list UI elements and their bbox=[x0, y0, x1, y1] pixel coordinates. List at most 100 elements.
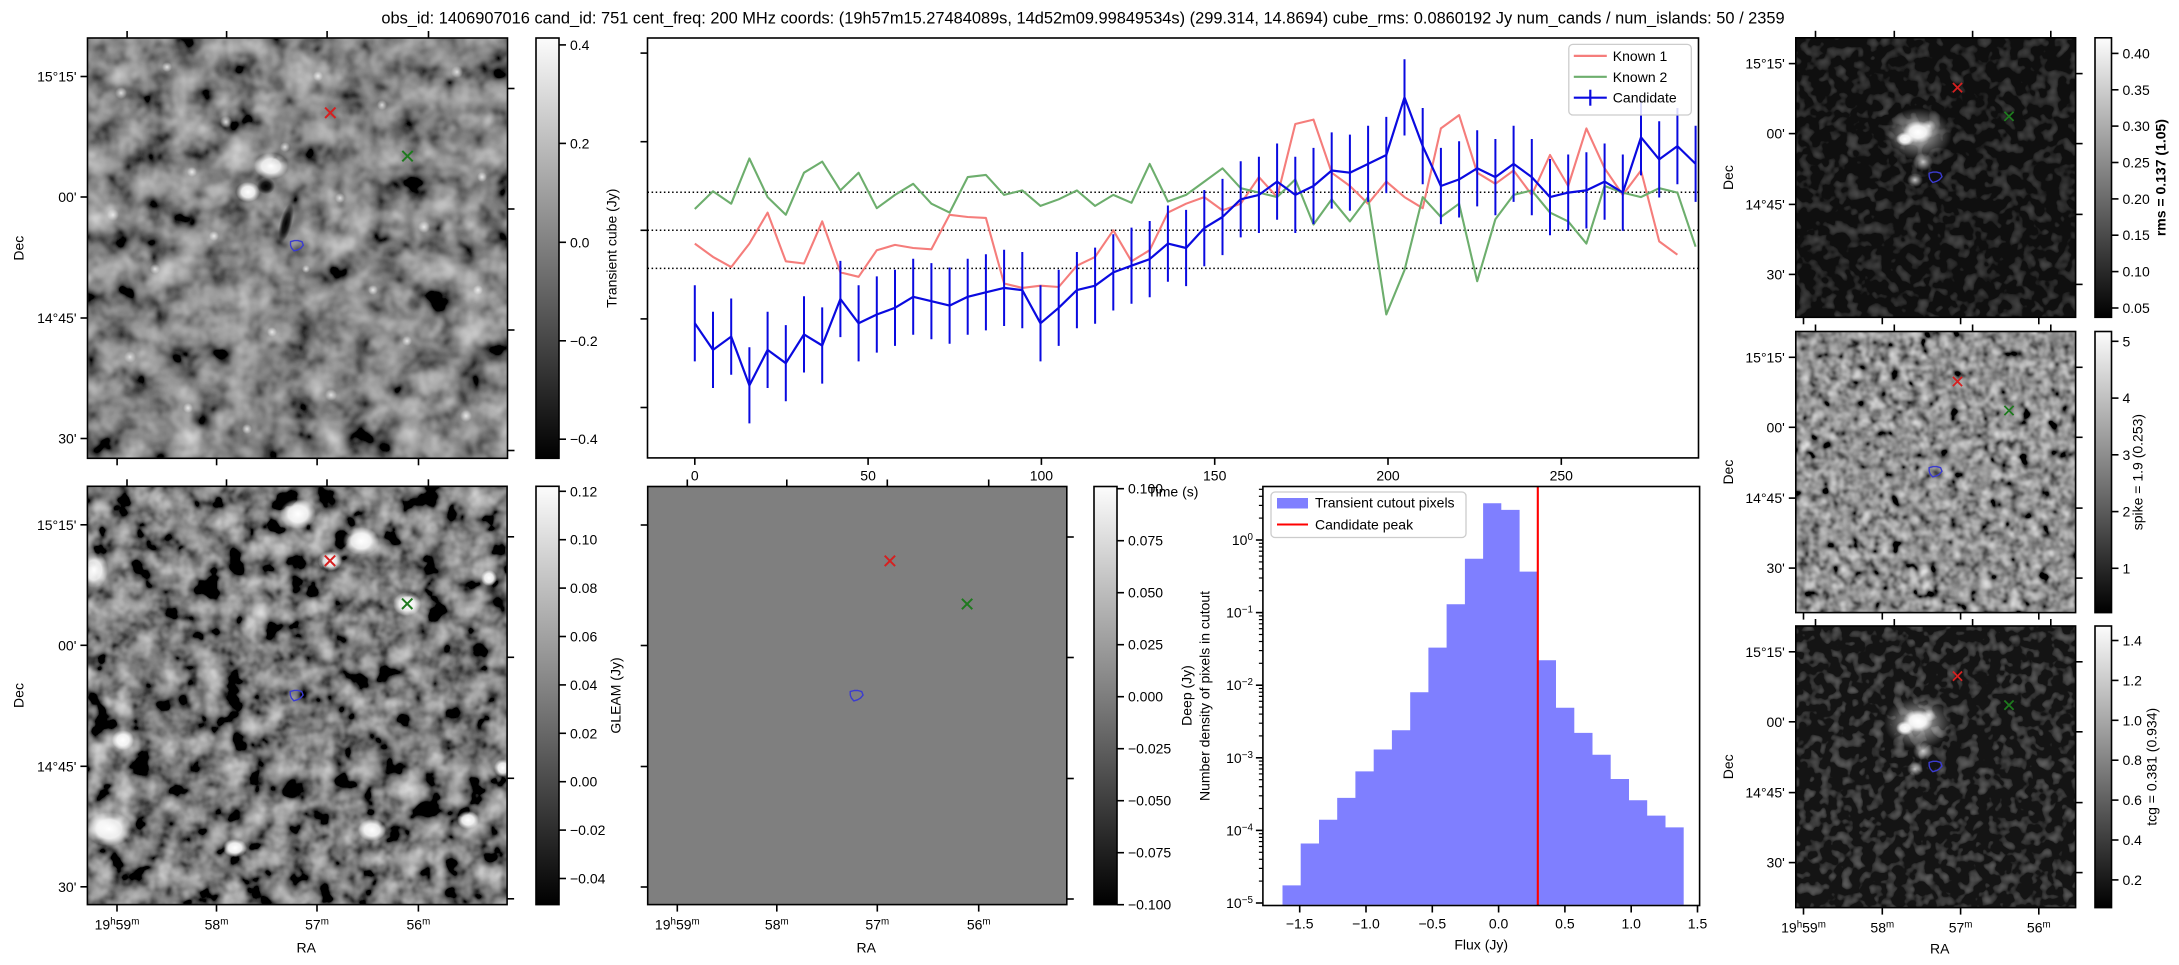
svg-text:0.00: 0.00 bbox=[570, 774, 597, 790]
svg-text:0.15: 0.15 bbox=[2123, 227, 2150, 243]
svg-text:56m: 56m bbox=[967, 917, 991, 933]
svg-text:0.05: 0.05 bbox=[2123, 300, 2150, 316]
svg-text:−0.4: −0.4 bbox=[570, 431, 598, 447]
svg-text:Dec: Dec bbox=[11, 236, 27, 261]
svg-text:tcg = 0.381 (0.934): tcg = 0.381 (0.934) bbox=[2144, 708, 2160, 826]
svg-text:0.20: 0.20 bbox=[2123, 191, 2150, 207]
svg-text:Dec: Dec bbox=[1720, 460, 1736, 485]
svg-text:1.0: 1.0 bbox=[2123, 712, 2143, 728]
svg-text:10−5: 10−5 bbox=[1226, 895, 1253, 911]
svg-text:10−2: 10−2 bbox=[1226, 677, 1253, 693]
svg-text:2: 2 bbox=[2123, 504, 2131, 520]
svg-text:1: 1 bbox=[2123, 560, 2131, 576]
svg-text:RA: RA bbox=[856, 940, 876, 956]
svg-text:Transient cutout pixels: Transient cutout pixels bbox=[1315, 495, 1455, 511]
svg-text:0.30: 0.30 bbox=[2123, 118, 2150, 134]
svg-text:0.100: 0.100 bbox=[1128, 481, 1163, 497]
svg-text:Transient cube (Jy): Transient cube (Jy) bbox=[604, 189, 620, 308]
svg-text:10−1: 10−1 bbox=[1226, 605, 1253, 621]
svg-text:0.075: 0.075 bbox=[1128, 533, 1163, 549]
svg-text:14°45': 14°45' bbox=[37, 758, 76, 774]
svg-text:Known 1: Known 1 bbox=[1613, 48, 1668, 64]
svg-text:58m: 58m bbox=[205, 917, 229, 933]
svg-text:57m: 57m bbox=[1949, 920, 1973, 936]
svg-text:0.4: 0.4 bbox=[2123, 832, 2143, 848]
svg-text:14°45': 14°45' bbox=[1745, 196, 1784, 212]
svg-text:0: 0 bbox=[691, 467, 699, 483]
svg-text:30': 30' bbox=[58, 879, 76, 895]
svg-text:19h59m: 19h59m bbox=[1781, 920, 1826, 936]
svg-text:14°45': 14°45' bbox=[1745, 490, 1784, 506]
svg-text:−1.5: −1.5 bbox=[1286, 916, 1314, 932]
svg-text:−0.050: −0.050 bbox=[1128, 793, 1171, 809]
svg-text:0.02: 0.02 bbox=[570, 725, 597, 741]
svg-text:14°45': 14°45' bbox=[37, 310, 76, 326]
svg-text:0.000: 0.000 bbox=[1128, 689, 1163, 705]
svg-text:Time (s): Time (s) bbox=[1148, 483, 1199, 499]
svg-text:0.35: 0.35 bbox=[2123, 82, 2150, 98]
svg-text:Dec: Dec bbox=[1720, 165, 1736, 190]
svg-text:spike = 1.9 (0.253): spike = 1.9 (0.253) bbox=[2130, 414, 2146, 530]
svg-text:57m: 57m bbox=[865, 917, 889, 933]
svg-text:0.12: 0.12 bbox=[570, 483, 597, 499]
svg-text:0.40: 0.40 bbox=[2123, 45, 2150, 61]
svg-text:5: 5 bbox=[2123, 333, 2131, 349]
svg-text:10−3: 10−3 bbox=[1226, 750, 1253, 766]
svg-text:100: 100 bbox=[1232, 532, 1254, 548]
svg-text:150: 150 bbox=[1203, 467, 1227, 483]
svg-text:−0.2: −0.2 bbox=[570, 333, 598, 349]
svg-text:57m: 57m bbox=[305, 917, 329, 933]
svg-text:30': 30' bbox=[1767, 266, 1785, 282]
svg-text:250: 250 bbox=[1550, 467, 1574, 483]
svg-text:3: 3 bbox=[2123, 447, 2131, 463]
svg-text:1.2: 1.2 bbox=[2123, 672, 2143, 688]
svg-text:19h59m: 19h59m bbox=[95, 917, 140, 933]
svg-text:0.5: 0.5 bbox=[1555, 916, 1575, 932]
svg-text:30': 30' bbox=[1767, 855, 1785, 871]
svg-text:0.4: 0.4 bbox=[570, 37, 590, 53]
svg-text:0.0: 0.0 bbox=[570, 234, 590, 250]
svg-text:14°45': 14°45' bbox=[1745, 785, 1784, 801]
svg-text:0.06: 0.06 bbox=[570, 629, 597, 645]
svg-text:10−4: 10−4 bbox=[1226, 822, 1253, 838]
svg-text:15°15': 15°15' bbox=[1745, 349, 1784, 365]
svg-text:GLEAM (Jy): GLEAM (Jy) bbox=[608, 657, 624, 733]
svg-text:15°15': 15°15' bbox=[1745, 56, 1784, 72]
svg-text:56m: 56m bbox=[2027, 920, 2051, 936]
svg-text:0.0: 0.0 bbox=[1489, 916, 1509, 932]
svg-text:obs_id: 1406907016 cand_id: 75: obs_id: 1406907016 cand_id: 751 cent_fre… bbox=[381, 10, 1784, 28]
svg-text:30': 30' bbox=[58, 431, 76, 447]
svg-text:15°15': 15°15' bbox=[1745, 644, 1784, 660]
svg-text:0.2: 0.2 bbox=[570, 135, 590, 151]
svg-text:Known 2: Known 2 bbox=[1613, 69, 1668, 85]
svg-text:0.10: 0.10 bbox=[570, 532, 597, 548]
svg-text:−0.04: −0.04 bbox=[570, 871, 606, 887]
svg-text:0.10: 0.10 bbox=[2123, 264, 2150, 280]
svg-text:00': 00' bbox=[58, 189, 76, 205]
svg-text:Dec: Dec bbox=[1720, 754, 1736, 779]
svg-text:1.5: 1.5 bbox=[1688, 916, 1708, 932]
svg-text:58m: 58m bbox=[1870, 920, 1894, 936]
svg-text:Candidate: Candidate bbox=[1613, 90, 1677, 106]
svg-text:−0.100: −0.100 bbox=[1128, 897, 1171, 913]
svg-text:0.050: 0.050 bbox=[1128, 585, 1163, 601]
svg-text:Deep (Jy): Deep (Jy) bbox=[1179, 665, 1195, 726]
svg-text:0.2: 0.2 bbox=[2123, 872, 2143, 888]
svg-text:RA: RA bbox=[296, 940, 316, 956]
svg-text:0.08: 0.08 bbox=[570, 580, 597, 596]
svg-text:00': 00' bbox=[1767, 126, 1785, 142]
svg-text:00': 00' bbox=[1767, 714, 1785, 730]
svg-text:100: 100 bbox=[1030, 467, 1054, 483]
svg-text:−0.5: −0.5 bbox=[1418, 916, 1446, 932]
svg-text:1.0: 1.0 bbox=[1621, 916, 1641, 932]
svg-text:50: 50 bbox=[860, 467, 876, 483]
svg-text:00': 00' bbox=[58, 637, 76, 653]
svg-text:RA: RA bbox=[1930, 941, 1950, 957]
svg-text:15°15': 15°15' bbox=[37, 517, 76, 533]
svg-text:200: 200 bbox=[1376, 467, 1400, 483]
svg-text:rms = 0.137 (1.05): rms = 0.137 (1.05) bbox=[2153, 119, 2169, 236]
svg-text:0.025: 0.025 bbox=[1128, 637, 1163, 653]
svg-text:Flux (Jy): Flux (Jy) bbox=[1454, 937, 1508, 953]
svg-text:4: 4 bbox=[2123, 390, 2131, 406]
svg-text:0.25: 0.25 bbox=[2123, 155, 2150, 171]
